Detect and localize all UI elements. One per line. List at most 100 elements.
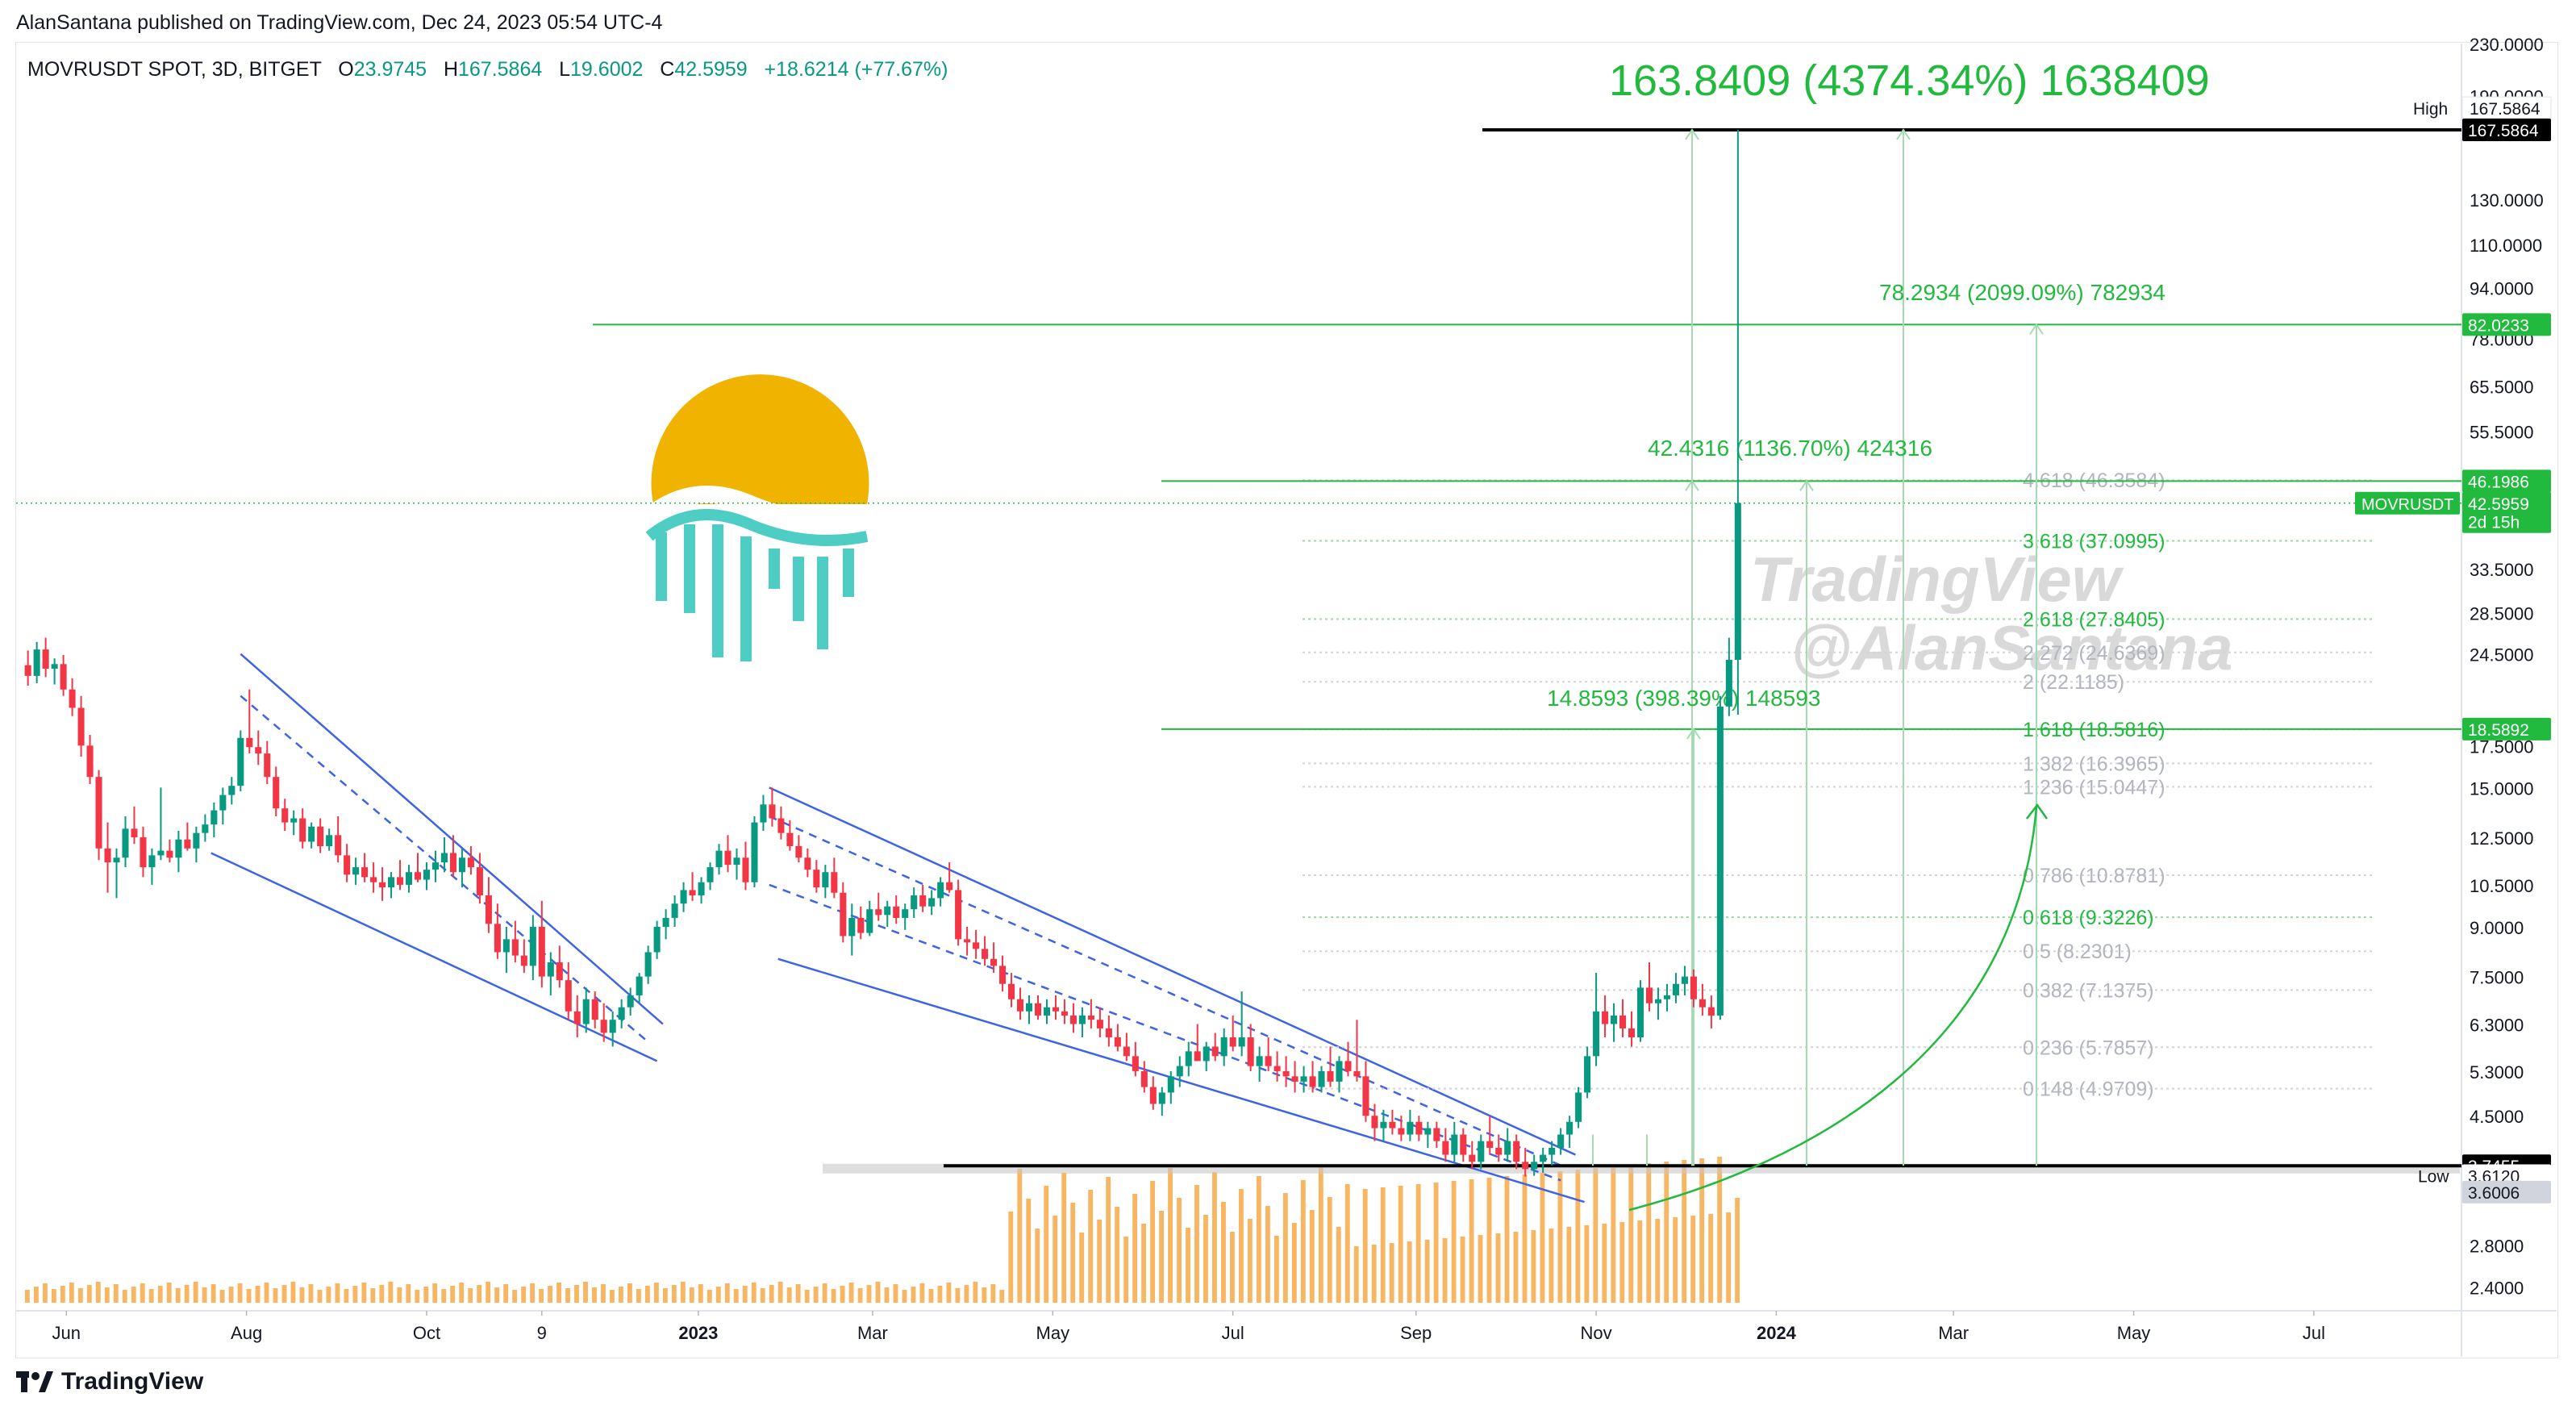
- candle-body: [1336, 1061, 1343, 1082]
- volume-bar: [1549, 1229, 1554, 1303]
- volume-bar: [1442, 1238, 1448, 1303]
- candle-body: [866, 909, 873, 933]
- target-annotation: 163.8409 (4374.34%) 1638409: [1609, 56, 2210, 105]
- low-value: 19.6002: [570, 58, 644, 81]
- volume-bar: [831, 1289, 836, 1303]
- volume-bar: [840, 1286, 845, 1303]
- candle-body: [582, 999, 590, 1024]
- candle-body: [33, 649, 40, 676]
- volume-bar: [1141, 1224, 1147, 1303]
- candle-body: [565, 980, 572, 1012]
- volume-bar: [1291, 1223, 1297, 1303]
- volume-bar: [406, 1284, 411, 1303]
- symbol-tag-label: MOVRUSDT: [2361, 496, 2453, 514]
- price-axis-tick: 2.4000: [2470, 1279, 2524, 1299]
- volume-bar: [219, 1290, 225, 1303]
- candle-body: [573, 1011, 581, 1024]
- candle-body: [1114, 1037, 1121, 1047]
- volume-bar: [619, 1287, 623, 1303]
- candle-body: [1654, 999, 1662, 1003]
- volume-bar: [1619, 1222, 1625, 1303]
- candle-body: [529, 927, 536, 966]
- volume-bar: [459, 1283, 465, 1303]
- volume-bar: [1212, 1172, 1217, 1303]
- candle-body: [1566, 1121, 1574, 1135]
- candle-body: [228, 786, 236, 795]
- candle-body: [1734, 503, 1741, 660]
- fib-level-label: 1.382 (16.3965): [2023, 753, 2165, 775]
- volume-bar: [299, 1287, 305, 1303]
- candle-body: [157, 850, 165, 856]
- volume-bar: [184, 1285, 190, 1303]
- volume-bar: [848, 1283, 854, 1303]
- volume-bar: [379, 1285, 385, 1303]
- wedge-lower-line: [210, 852, 658, 1062]
- candle-body: [840, 892, 847, 937]
- volume-bar: [902, 1290, 907, 1303]
- volume-bar: [281, 1285, 287, 1303]
- candle-body: [1344, 1061, 1352, 1071]
- candle-body: [1549, 1148, 1556, 1155]
- candle-body: [653, 927, 661, 953]
- volume-bar: [539, 1289, 544, 1303]
- low-marker-label: Low: [2418, 1167, 2449, 1186]
- candle-body: [511, 939, 519, 956]
- high-value: 167.5864: [458, 58, 543, 81]
- volume-bar: [264, 1283, 269, 1303]
- candle-body: [1353, 1070, 1361, 1077]
- volume-bar: [1079, 1233, 1085, 1303]
- candle-body: [556, 962, 563, 981]
- volume-bar: [335, 1283, 340, 1303]
- candle-body: [680, 890, 687, 904]
- volume-bar: [556, 1283, 561, 1303]
- volume-bar: [1398, 1186, 1403, 1303]
- volume-bar: [202, 1287, 207, 1303]
- candle-body: [1628, 1028, 1636, 1038]
- price-axis-tick: 55.5000: [2470, 422, 2534, 442]
- candle-body: [1513, 1141, 1520, 1162]
- volume-bar: [1265, 1206, 1270, 1303]
- price-tag: [2462, 491, 2551, 515]
- candle-body: [1433, 1128, 1440, 1141]
- symbol-name[interactable]: MOVRUSDT SPOT, 3D, BITGET: [27, 58, 322, 81]
- candle-body: [999, 966, 1007, 984]
- candle-body: [600, 1020, 607, 1033]
- volume-bar: [1177, 1198, 1182, 1303]
- candle-body: [937, 882, 944, 899]
- price-axis-tick: 24.5000: [2470, 645, 2534, 665]
- volume-bar: [1637, 1220, 1643, 1303]
- volume-bar: [51, 1289, 56, 1303]
- candle-body: [742, 857, 749, 882]
- volume-bar: [1407, 1241, 1412, 1303]
- volume-bar: [973, 1282, 978, 1303]
- publish-info: AlanSantana published on TradingView.com…: [16, 11, 663, 34]
- volume-bar: [1593, 1168, 1599, 1303]
- candle-body: [86, 745, 94, 778]
- volume-bar: [1017, 1169, 1023, 1303]
- candle-body: [237, 737, 244, 786]
- candle-body: [609, 1020, 616, 1033]
- candle-body: [1185, 1051, 1192, 1066]
- candle-body: [1522, 1162, 1529, 1170]
- candle-body: [1220, 1037, 1228, 1057]
- candle-body: [1087, 1015, 1094, 1020]
- volume-bar: [911, 1287, 916, 1303]
- candle-body: [1096, 1020, 1103, 1028]
- volume-bar: [760, 1288, 765, 1303]
- volume-bar: [813, 1287, 819, 1303]
- candle-body: [1531, 1162, 1538, 1170]
- candle-body: [69, 689, 76, 708]
- candle-body: [1238, 1037, 1245, 1047]
- time-axis-tick: Mar: [1938, 1323, 1969, 1343]
- volume-bar: [1726, 1212, 1732, 1303]
- fib-level-label: 0.5 (8.2301): [2023, 941, 2132, 963]
- volume-bar: [1433, 1183, 1439, 1303]
- price-tag-label: 42.5959: [2468, 495, 2529, 514]
- footer-brand[interactable]: TradingView: [16, 1368, 203, 1395]
- price-axis-tick: 4.5000: [2470, 1107, 2524, 1127]
- watermark-text: TradingView: [1750, 544, 2124, 615]
- candle-body: [964, 939, 971, 943]
- candle-body: [1247, 1037, 1254, 1066]
- candle-body: [131, 828, 138, 838]
